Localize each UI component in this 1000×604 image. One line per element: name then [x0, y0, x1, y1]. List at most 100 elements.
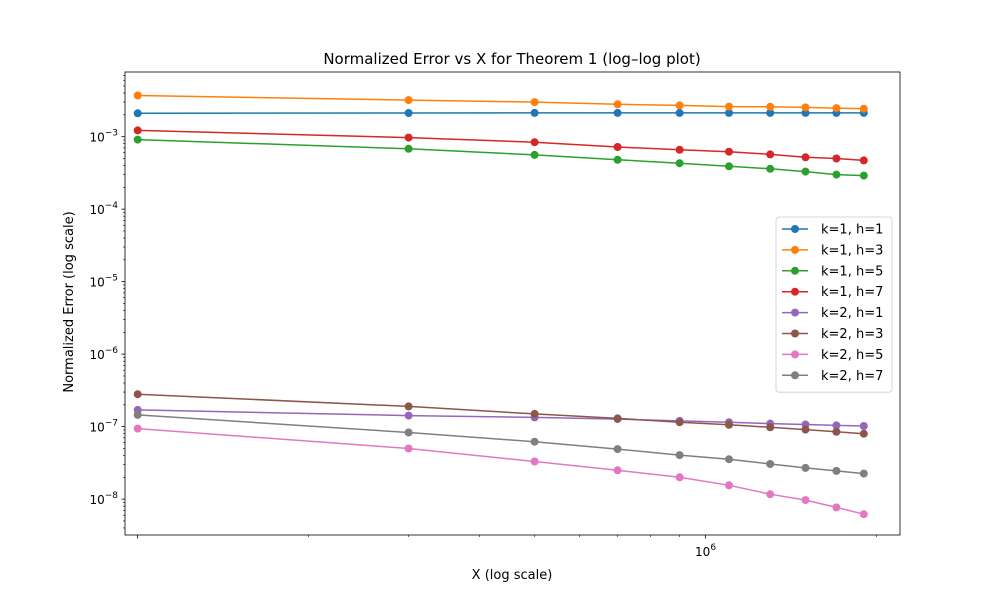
y-tick-label: 10−8 — [89, 491, 118, 507]
data-point — [725, 162, 733, 170]
data-point — [860, 510, 868, 518]
data-point — [676, 109, 684, 117]
data-point — [614, 414, 622, 422]
data-point — [725, 148, 733, 156]
data-point — [134, 92, 142, 100]
data-point — [531, 410, 539, 418]
data-point — [860, 156, 868, 164]
data-point — [134, 425, 142, 433]
legend-entry-label: k=1, h=5 — [821, 264, 883, 279]
data-point — [766, 490, 774, 498]
legend: k=1, h=1 k=1, h=3 k=1, h=5 k=1, h=7 k=2, h=1… — [776, 217, 892, 392]
data-point — [802, 426, 810, 434]
data-point — [860, 105, 868, 113]
data-point — [832, 171, 840, 179]
legend-swatch-marker — [791, 267, 799, 275]
data-point — [802, 496, 810, 504]
y-tick-label: 10−5 — [89, 274, 118, 290]
legend-entry-label: k=2, h=7 — [821, 369, 883, 384]
data-point — [405, 109, 413, 117]
data-point — [725, 421, 733, 429]
legend-swatch-marker — [791, 371, 799, 379]
data-point — [802, 153, 810, 161]
data-point — [405, 429, 413, 437]
data-point — [405, 402, 413, 410]
data-point — [614, 466, 622, 474]
data-point — [405, 145, 413, 153]
legend-entry-label: k=1, h=7 — [821, 285, 883, 300]
data-point — [134, 411, 142, 419]
data-point — [676, 146, 684, 154]
data-point — [531, 109, 539, 117]
data-point — [832, 104, 840, 112]
data-point — [614, 156, 622, 164]
data-point — [766, 165, 774, 173]
data-point — [832, 503, 840, 511]
data-point — [531, 438, 539, 446]
chart-title: Normalized Error vs X for Theorem 1 (log… — [323, 50, 700, 68]
data-point — [860, 422, 868, 430]
data-point — [766, 423, 774, 431]
data-point — [405, 134, 413, 142]
data-point — [676, 473, 684, 481]
legend-entry-label: k=2, h=3 — [821, 327, 883, 342]
data-point — [531, 151, 539, 159]
legend-swatch-marker — [791, 350, 799, 358]
data-point — [134, 136, 142, 144]
legend-swatch-marker — [791, 309, 799, 317]
legend-entry-label: k=2, h=5 — [821, 348, 883, 363]
data-point — [134, 390, 142, 398]
data-point — [725, 481, 733, 489]
data-point — [614, 143, 622, 151]
data-point — [860, 470, 868, 478]
data-point — [676, 101, 684, 109]
data-point — [832, 155, 840, 163]
legend-swatch-marker — [791, 288, 799, 296]
data-point — [802, 464, 810, 472]
series-line-3 — [138, 140, 864, 176]
legend-swatch-marker — [791, 225, 799, 233]
x-tick-label: 106 — [695, 543, 716, 559]
legend-swatch-marker — [791, 330, 799, 338]
data-point — [832, 467, 840, 475]
data-point — [676, 451, 684, 459]
data-point — [766, 150, 774, 158]
data-point — [832, 428, 840, 436]
x-axis-label: X (log scale) — [472, 568, 553, 583]
legend-entry-label: k=1, h=3 — [821, 243, 883, 258]
series-line-6 — [138, 394, 864, 434]
data-point — [405, 445, 413, 453]
data-point — [766, 460, 774, 468]
data-point — [676, 418, 684, 426]
legend-swatch-marker — [791, 246, 799, 254]
legend-entry-label: k=1, h=1 — [821, 223, 883, 238]
data-point — [676, 159, 684, 167]
series-line-4 — [138, 130, 864, 160]
data-point — [531, 458, 539, 466]
y-axis-label: Normalized Error (log scale) — [62, 211, 77, 392]
data-point — [860, 172, 868, 180]
data-point — [802, 168, 810, 176]
data-point — [134, 109, 142, 117]
data-point — [860, 430, 868, 438]
data-point — [614, 100, 622, 108]
series-line-2 — [138, 96, 864, 109]
data-point — [725, 103, 733, 111]
data-point — [531, 138, 539, 146]
data-point — [614, 109, 622, 117]
data-point — [405, 412, 413, 420]
data-point — [405, 96, 413, 104]
y-tick-label: 10−6 — [89, 346, 118, 362]
data-point — [766, 103, 774, 111]
data-point — [802, 103, 810, 111]
data-point — [725, 455, 733, 463]
data-point — [614, 445, 622, 453]
data-point — [531, 98, 539, 106]
data-point — [134, 126, 142, 134]
series-line-7 — [138, 429, 864, 515]
legend-entry-label: k=2, h=1 — [821, 306, 883, 321]
y-tick-label: 10−4 — [89, 201, 118, 217]
